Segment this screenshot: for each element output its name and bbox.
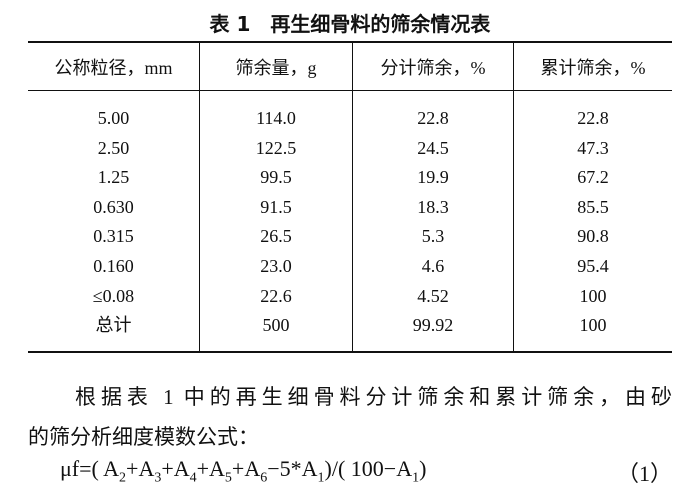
table-cell: 114.0 [256,108,296,128]
table-cell: 47.3 [577,137,609,158]
header-cell: 分计筛余，% [380,58,486,78]
table-cell: 4.6 [421,256,445,276]
table-cell: 100 [579,285,607,306]
table-cell: 91.5 [260,196,292,217]
table-cell: 5.00 [97,108,130,128]
table-cell: 22.8 [417,108,449,128]
table-cell: 90.8 [577,226,609,247]
table-caption: 表 1 再生细骨料的筛余情况表 [209,12,491,36]
formula-text: +A [196,456,225,481]
formula-subscript: 6 [260,470,268,486]
table-cell: 122.5 [255,137,297,158]
table-cell: 1.25 [97,167,130,188]
table-cell: 24.5 [417,137,449,158]
table-cell: 22.8 [577,108,609,128]
formula-text: ) [419,456,427,481]
formula-subscript: 1 [412,470,420,486]
table-top-rule [28,41,672,43]
header-cell: 累计筛余，% [540,58,646,78]
table-cell: 0.315 [93,226,134,247]
table-cell: 99.92 [412,315,454,336]
table-cell: 100 [579,315,607,336]
header-rule [28,90,672,91]
table-cell: 23.0 [260,256,292,276]
table-cell: ≤0.08 [92,285,135,306]
table-cell: 67.2 [577,167,609,188]
formula-text: )/( 100−A [324,456,413,481]
formula: μf=( A2+A3+A4+A5+A6−5*A1)/( 100−A1) [60,456,426,486]
table-cell: 26.5 [260,226,292,247]
formula-text: μf=( A [60,456,120,481]
formula-text: −5*A [267,456,318,481]
paragraph-line: 根据表 1 中的再生细骨料分计筛余和累计筛余，由砂 [75,385,672,409]
header-cell: 筛余量，g [235,58,317,78]
formula-text: +A [161,456,190,481]
table-bottom-rule [28,351,672,353]
paragraph-line: 的筛分析细度模数公式： [28,425,259,449]
formula-subscript: 5 [224,470,232,486]
formula-subscript: 4 [189,470,197,486]
formula-text: +A [231,456,261,481]
table-cell: 95.4 [577,256,609,276]
table-cell: 总计 [95,315,132,336]
table-cell: 500 [262,315,290,336]
column-rule [352,43,353,352]
equation-number: （1） [616,461,672,486]
table-cell: 2.50 [97,137,130,158]
header-cell: 公称粒径，mm [54,58,173,78]
table-cell: 0.630 [93,196,134,217]
column-rule [199,43,200,352]
table-cell: 19.9 [417,167,449,188]
column-rule [513,43,514,352]
table-cell: 0.160 [93,256,134,276]
formula-subscript: 1 [317,470,325,486]
table-cell: 99.5 [260,167,292,188]
table-cell: 5.3 [421,226,445,247]
formula-text: +A [126,456,155,481]
table-cell: 85.5 [577,196,609,217]
formula-subscript: 3 [154,470,162,486]
table-cell: 18.3 [417,196,449,217]
table-cell: 22.6 [260,285,292,306]
table-cell: 4.52 [417,285,449,306]
formula-subscript: 2 [119,470,127,486]
